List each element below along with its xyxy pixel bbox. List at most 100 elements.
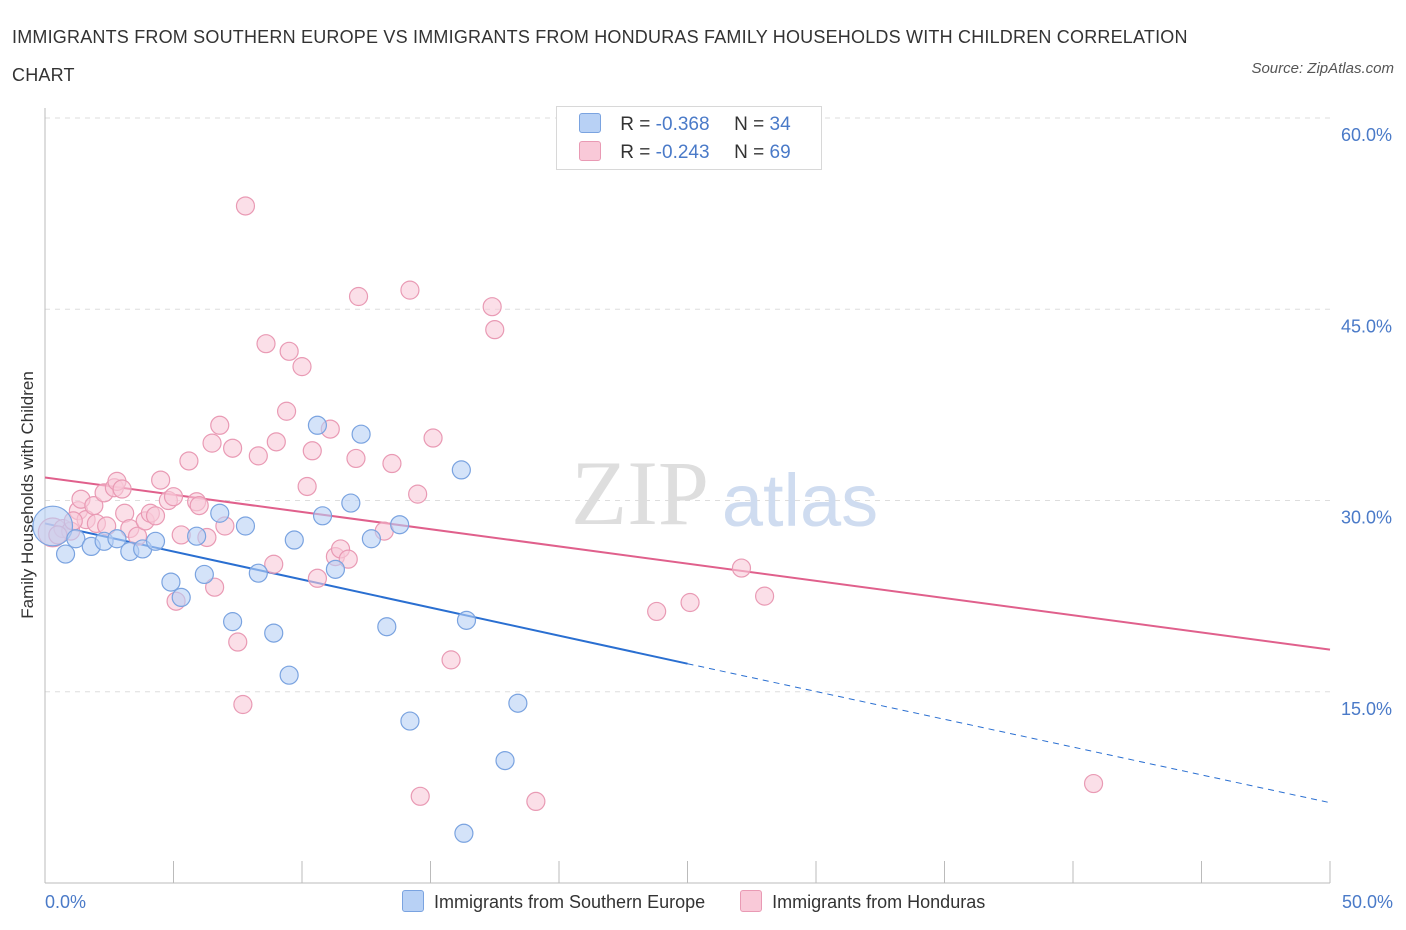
- southern-europe-point: [145, 531, 166, 551]
- trendline-southern-europe: [44, 522, 1331, 804]
- honduras-point: [266, 432, 286, 452]
- honduras-point: [423, 428, 443, 448]
- stats-row-southern-europe: R = -0.368 N = 34: [579, 113, 791, 137]
- honduras-point: [754, 586, 775, 606]
- southern-europe-point: [187, 526, 207, 546]
- southern-europe-point: [361, 529, 381, 549]
- honduras-point: [112, 479, 132, 499]
- southern-europe-point: [456, 610, 477, 630]
- southern-europe-point: [264, 623, 284, 643]
- r-label: R =: [620, 142, 651, 163]
- southern-europe-point: [171, 587, 191, 608]
- n-label: N =: [734, 114, 765, 135]
- southern-europe-point: [161, 572, 181, 592]
- honduras-point: [205, 577, 225, 597]
- trendline-honduras: [44, 476, 1331, 651]
- honduras-point: [1083, 773, 1104, 794]
- southern-europe-point: [451, 460, 471, 480]
- honduras-point: [228, 632, 248, 652]
- y-tick-label: 60.0%: [1341, 125, 1392, 145]
- r-value: -0.243: [655, 142, 710, 163]
- southern-europe-point: [32, 505, 74, 547]
- southern-europe-point: [194, 564, 214, 585]
- x-tick-label-min: 0.0%: [45, 892, 86, 912]
- legend-swatch-honduras: [740, 890, 763, 912]
- watermark-atlas: atlas: [722, 459, 878, 542]
- swatch-honduras: [579, 141, 601, 161]
- legend-swatch-southern-europe: [402, 890, 424, 912]
- southern-europe-point: [307, 415, 328, 435]
- honduras-point: [163, 487, 184, 507]
- legend-label-southern-europe: Immigrants from Southern Europe: [434, 892, 706, 912]
- honduras-point: [307, 568, 328, 588]
- southern-europe-point: [341, 493, 361, 513]
- honduras-point: [680, 592, 700, 613]
- southern-europe-point: [210, 503, 230, 523]
- southern-europe-point: [66, 529, 86, 549]
- honduras-point: [233, 694, 253, 715]
- honduras-point: [151, 470, 171, 490]
- r-value: -0.368: [655, 114, 710, 135]
- honduras-point: [223, 438, 243, 458]
- honduras-point: [485, 320, 505, 340]
- honduras-point: [482, 297, 502, 317]
- tick-labels: 15.0% 30.0% 45.0% 60.0% 0.0% 50.0%: [45, 125, 1393, 912]
- honduras-point: [292, 357, 312, 377]
- trendline-southern-europe-dashed: [687, 663, 1331, 804]
- legend-label-honduras: Immigrants from Honduras: [772, 892, 986, 912]
- southern-europe-point: [377, 617, 397, 637]
- southern-europe-point: [351, 424, 371, 444]
- honduras-point: [248, 446, 268, 466]
- honduras-point: [338, 549, 358, 569]
- southern-europe-point: [312, 506, 333, 526]
- stats-legend: R = -0.368 N = 34 R = -0.243 N = 69: [556, 106, 822, 170]
- southern-europe-point: [400, 711, 420, 731]
- stats-row-honduras: R = -0.243 N = 69: [579, 141, 791, 165]
- honduras-point: [348, 286, 369, 307]
- honduras-point: [202, 433, 222, 453]
- legend-item-honduras[interactable]: Immigrants from Honduras: [740, 890, 985, 913]
- n-value: 34: [769, 114, 791, 135]
- swatch-southern-europe: [579, 113, 601, 133]
- series-southern-europe: [32, 415, 528, 843]
- honduras-point: [408, 484, 428, 504]
- honduras-point: [276, 401, 297, 421]
- trendline-honduras-line: [44, 476, 1331, 651]
- honduras-point: [647, 601, 667, 622]
- y-tick-label: 45.0%: [1341, 316, 1392, 336]
- source-label: Source: ZipAtlas.com: [1251, 60, 1394, 77]
- southern-europe-point: [279, 665, 299, 685]
- n-label: N =: [734, 142, 765, 163]
- honduras-point: [382, 453, 402, 474]
- legend-item-southern-europe[interactable]: Immigrants from Southern Europe: [402, 890, 705, 913]
- honduras-point: [297, 476, 317, 497]
- southern-europe-point: [454, 823, 474, 843]
- honduras-point: [145, 506, 166, 526]
- southern-europe-point: [223, 612, 243, 632]
- honduras-point: [189, 496, 209, 516]
- watermark-zip: ZIP: [571, 442, 709, 544]
- honduras-point: [210, 415, 230, 435]
- n-value: 69: [769, 142, 791, 163]
- honduras-point: [441, 650, 461, 670]
- honduras-point: [256, 334, 276, 354]
- y-tick-label: 15.0%: [1341, 699, 1392, 719]
- honduras-point: [526, 791, 546, 812]
- chart-title: IMMIGRANTS FROM SOUTHERN EUROPE VS IMMIG…: [12, 27, 1188, 85]
- honduras-point: [235, 196, 256, 216]
- honduras-point: [731, 558, 752, 578]
- southern-europe-point: [325, 559, 346, 579]
- y-tick-label: 30.0%: [1341, 508, 1392, 528]
- southern-europe-point: [495, 750, 515, 771]
- axes: [44, 108, 1331, 884]
- honduras-point: [400, 280, 420, 300]
- southern-europe-point: [390, 515, 410, 535]
- southern-europe-point: [508, 693, 528, 713]
- honduras-point: [410, 786, 430, 806]
- honduras-point: [179, 451, 199, 471]
- honduras-point: [279, 341, 299, 361]
- southern-europe-point: [284, 530, 304, 550]
- honduras-point: [264, 554, 284, 574]
- southern-europe-point: [107, 529, 127, 549]
